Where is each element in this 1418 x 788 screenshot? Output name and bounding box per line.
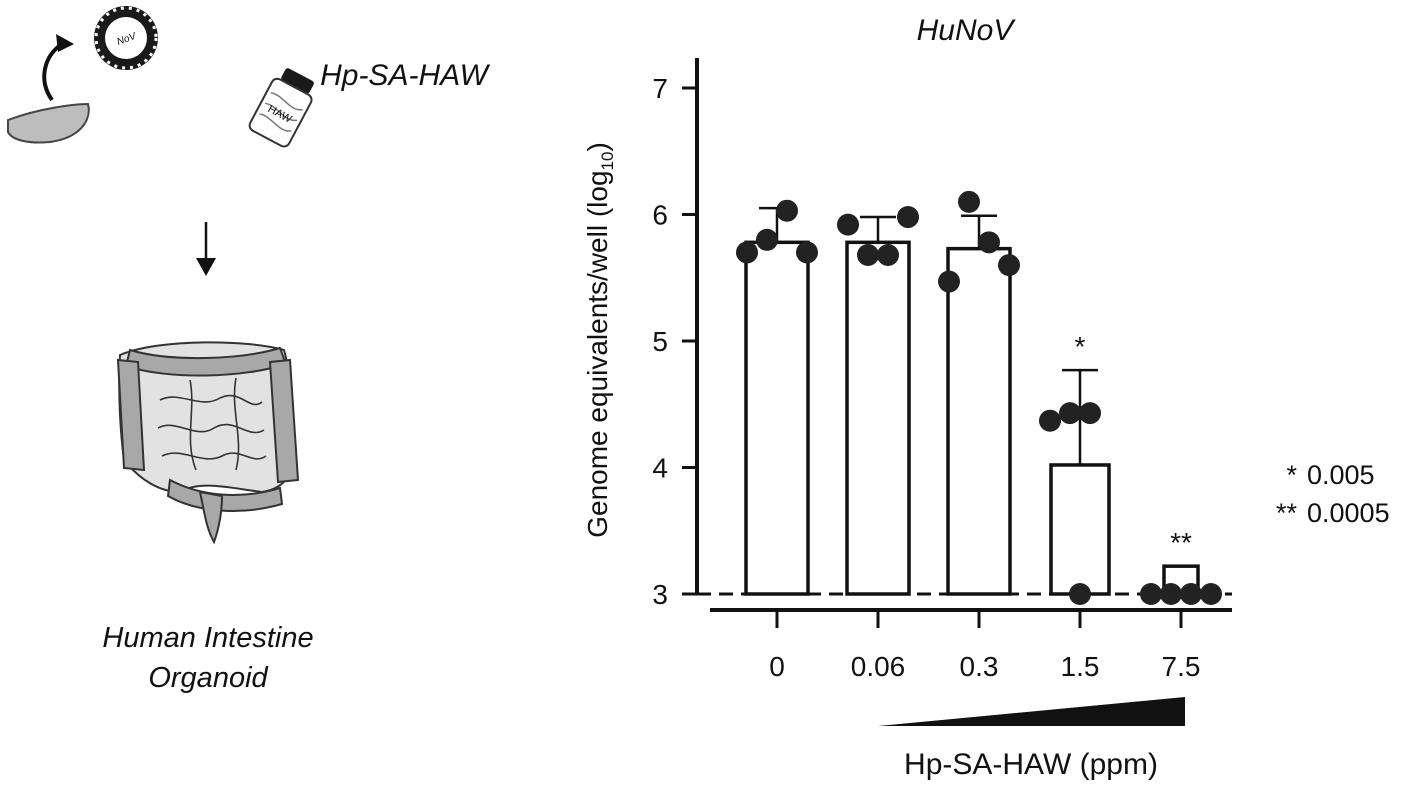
y-axis-label: Genome equivalents/well (log10) xyxy=(582,142,617,538)
x-axis-label: Hp-SA-HAW (ppm) xyxy=(904,748,1158,781)
data-point xyxy=(877,243,899,266)
significance-key: * 0.005 ** 0.0005 xyxy=(1276,460,1390,528)
y-axis-label-suffix: ) xyxy=(582,142,613,151)
concentration-gradient-wedge xyxy=(878,697,1185,726)
x-ticks: 0 0.06 0.3 1.5 7.5 xyxy=(769,610,1200,682)
down-arrow-icon xyxy=(196,222,216,276)
y-tick-label: 7 xyxy=(652,73,668,104)
data-point xyxy=(978,231,1000,254)
y-axis-label-main: Genome equivalents/well (log xyxy=(582,170,613,537)
organoid-label-line1: Human Intestine xyxy=(102,622,313,654)
data-point xyxy=(837,213,859,236)
key-value-1: 0.005 xyxy=(1307,460,1375,490)
x-tick-label: 0.06 xyxy=(851,651,906,682)
data-point xyxy=(736,241,758,264)
data-point xyxy=(857,243,879,266)
data-point xyxy=(756,228,778,251)
bar xyxy=(744,240,810,596)
data-point xyxy=(938,270,960,293)
y-tick-label: 4 xyxy=(652,453,668,484)
organoid-label-line2: Organoid xyxy=(148,662,268,694)
significance-label: ** xyxy=(1170,527,1192,558)
data-point xyxy=(1059,402,1081,425)
x-tick-label: 7.5 xyxy=(1162,651,1201,682)
significance-label: * xyxy=(1075,331,1086,362)
data-point xyxy=(998,254,1020,277)
key-stars-2: ** xyxy=(1276,498,1298,528)
data-point xyxy=(796,241,818,264)
y-axis-label-subscript: 10 xyxy=(598,152,617,171)
data-point xyxy=(1079,402,1101,425)
data-point xyxy=(1160,583,1182,605)
tissue-slice-icon xyxy=(7,102,90,144)
key-stars-1: * xyxy=(1286,460,1297,490)
data-point xyxy=(1200,583,1222,605)
chart: HuNoV Genome equivalents/well (log10) 3 4… xyxy=(582,14,1232,781)
y-ticks: 3 4 5 6 7 xyxy=(652,73,697,610)
y-tick-label: 6 xyxy=(652,200,668,231)
data-points xyxy=(736,190,1222,605)
y-tick-label: 3 xyxy=(652,579,668,610)
curved-arrow-icon xyxy=(42,34,74,102)
bar xyxy=(1049,463,1111,596)
schematic-panel: NoV HAW Hp-SA-HAW Human Intestine Organo… xyxy=(7,6,491,694)
x-tick-label: 0 xyxy=(769,651,785,682)
data-point xyxy=(1039,409,1061,432)
x-tick-label: 0.3 xyxy=(960,651,999,682)
data-point xyxy=(1069,583,1091,605)
data-point xyxy=(1140,583,1162,605)
key-value-2: 0.0005 xyxy=(1307,498,1390,528)
data-point xyxy=(776,199,798,222)
chart-title: HuNoV xyxy=(917,14,1017,47)
x-tick-label: 1.5 xyxy=(1061,651,1100,682)
virus-particle-icon: NoV xyxy=(94,6,158,70)
bottle-icon: HAW xyxy=(248,68,314,148)
bar xyxy=(1162,564,1200,596)
bar xyxy=(946,246,1012,596)
data-point xyxy=(897,206,919,229)
bar xyxy=(845,240,911,596)
reagent-label: Hp-SA-HAW xyxy=(320,59,490,92)
bars xyxy=(744,240,1200,596)
intestine-icon xyxy=(116,341,300,545)
data-point xyxy=(958,190,980,213)
y-tick-label: 5 xyxy=(652,326,668,357)
data-point xyxy=(1180,583,1202,605)
significance-marks: *** xyxy=(1075,331,1192,558)
